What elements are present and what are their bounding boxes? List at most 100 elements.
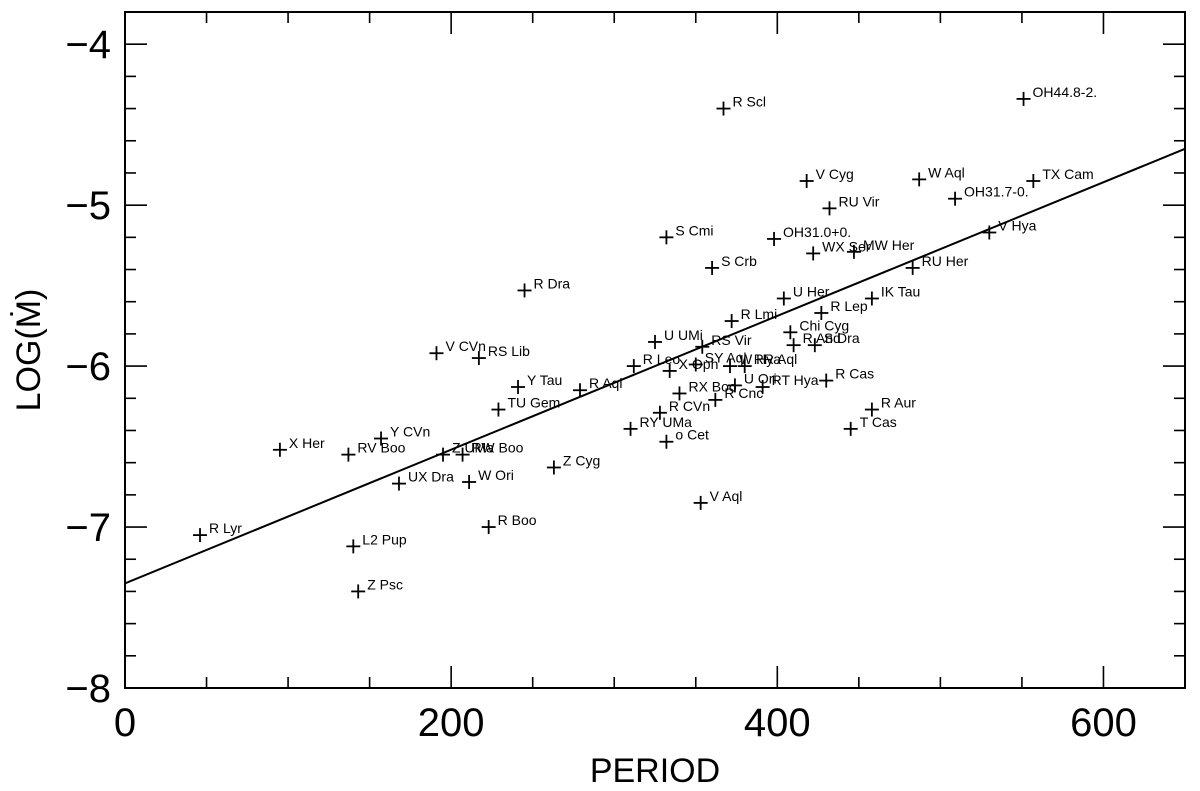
- point-label: R Lyr: [209, 520, 242, 536]
- point-label: RS Lib: [488, 343, 530, 359]
- point-label: RU Her: [922, 253, 969, 269]
- data-point: SY Aql: [688, 349, 747, 372]
- point-label: SY Aql: [705, 349, 747, 365]
- data-point: R Lyr: [193, 520, 242, 543]
- data-point: Z Psc: [351, 576, 403, 599]
- point-label: S Dra: [824, 330, 860, 346]
- y-tick-label: −4: [65, 23, 111, 67]
- data-point: T Cas: [843, 414, 897, 436]
- point-label: W Hya: [739, 351, 781, 367]
- point-label: R Aql: [589, 375, 622, 391]
- y-tick-label: −7: [65, 506, 111, 550]
- point-label: R Lmi: [741, 306, 778, 322]
- data-point: OH31.0+0.: [767, 224, 851, 246]
- data-point: UX Dra: [391, 469, 454, 491]
- axis-ticks: [124, 11, 1186, 689]
- point-label: Z Psc: [367, 576, 403, 592]
- data-point: V Cyg: [799, 166, 854, 188]
- x-axis-title: PERIOD: [590, 752, 720, 790]
- fit-line-group: [124, 147, 1186, 585]
- point-label: R Scl: [732, 94, 765, 110]
- point-label: U Her: [793, 283, 830, 299]
- data-point: U Her: [776, 283, 830, 306]
- data-point: Z Cyg: [546, 452, 600, 475]
- data-point: RS Vir: [695, 332, 752, 354]
- data-point: TU Gem: [491, 395, 560, 417]
- point-label: V Cyg: [816, 166, 854, 182]
- data-point: RU Vir: [822, 193, 880, 216]
- data-point: RR Aql: [737, 351, 798, 374]
- point-label: L2 Pup: [362, 531, 407, 547]
- y-tick-label: −5: [65, 184, 111, 228]
- point-label: R Lep: [830, 298, 868, 314]
- data-point: R Leo: [626, 351, 681, 374]
- data-point: W Aql: [912, 164, 965, 187]
- point-label: R Dra: [534, 275, 571, 291]
- data-point: RT Hya: [755, 372, 819, 395]
- data-point: U Ori: [727, 370, 777, 393]
- point-label: RW Boo: [472, 440, 524, 456]
- x-tick-label: 400: [744, 701, 811, 745]
- point-label: TX Cam: [1042, 166, 1093, 182]
- point-label: R Aur: [881, 395, 916, 411]
- point-label: TU Gem: [507, 395, 560, 411]
- point-label: RU Vir: [838, 193, 879, 209]
- point-label: W Ori: [478, 467, 514, 483]
- fit-line: [124, 147, 1186, 585]
- data-point: R Boo: [481, 512, 537, 535]
- data-point: WX Ser: [806, 238, 871, 261]
- data-point: S Crb: [705, 253, 757, 275]
- point-label: RV Boo: [357, 440, 405, 456]
- point-label: R Boo: [498, 512, 537, 528]
- data-point: Y Tau: [511, 372, 562, 395]
- plot-frame: [124, 11, 1186, 689]
- data-point: R Cas: [819, 366, 874, 388]
- data-point: R Scl: [716, 94, 766, 116]
- point-label: OH44.8-2.: [1033, 84, 1098, 100]
- point-label: W Aql: [928, 164, 965, 180]
- data-point: R And: [786, 330, 841, 353]
- data-point: R Aql: [572, 375, 622, 398]
- data-point: R Aur: [864, 395, 916, 417]
- tick-labels: 0 200 400 600 −4 −5 −6 −7 −8: [65, 23, 1136, 745]
- point-label: RR Aql: [754, 351, 798, 367]
- data-point: OH31.7-0.: [948, 184, 1029, 206]
- point-label: T Cas: [860, 414, 897, 430]
- point-label: R And: [803, 330, 841, 346]
- point-label: IK Tau: [881, 283, 920, 299]
- point-label: V Hya: [998, 218, 1036, 234]
- point-label: Chi Cyg: [799, 317, 849, 333]
- data-point: MW Her: [846, 237, 915, 259]
- point-label: o Cet: [675, 427, 709, 443]
- data-point: V Aql: [693, 488, 743, 510]
- point-label: RT Hya: [772, 372, 819, 388]
- point-label: RS Vir: [711, 332, 752, 348]
- data-point: RY UMa: [623, 414, 692, 436]
- data-point: RU Her: [905, 253, 969, 275]
- data-point: TX Cam: [1026, 166, 1094, 188]
- point-label: V Aql: [710, 488, 743, 504]
- data-point: Chi Cyg: [783, 317, 849, 340]
- point-label: MW Her: [863, 237, 915, 253]
- y-axis-title: LOG(Ṁ): [10, 289, 48, 412]
- data-point: V Hya: [982, 218, 1037, 240]
- point-label: Z Cyg: [563, 452, 600, 468]
- point-label: RX Boo: [688, 378, 736, 394]
- point-label: R Leo: [643, 351, 681, 367]
- point-label: U UMi: [664, 327, 703, 343]
- point-label: OH31.0+0.: [783, 224, 851, 240]
- point-label: UX Dra: [408, 469, 454, 485]
- data-point: X Her: [272, 435, 325, 457]
- data-point: S Cmi: [659, 222, 714, 245]
- y-tick-label: −8: [65, 667, 111, 711]
- point-label: Y CVn: [390, 424, 430, 440]
- data-point: o Cet: [659, 427, 709, 449]
- point-label: U Ori: [744, 370, 777, 386]
- data-point: S Dra: [807, 330, 860, 353]
- data-point: RV Boo: [341, 440, 406, 462]
- x-tick-label: 600: [1070, 701, 1137, 745]
- data-point: L2 Pup: [346, 531, 407, 554]
- point-label: S Crb: [721, 253, 757, 269]
